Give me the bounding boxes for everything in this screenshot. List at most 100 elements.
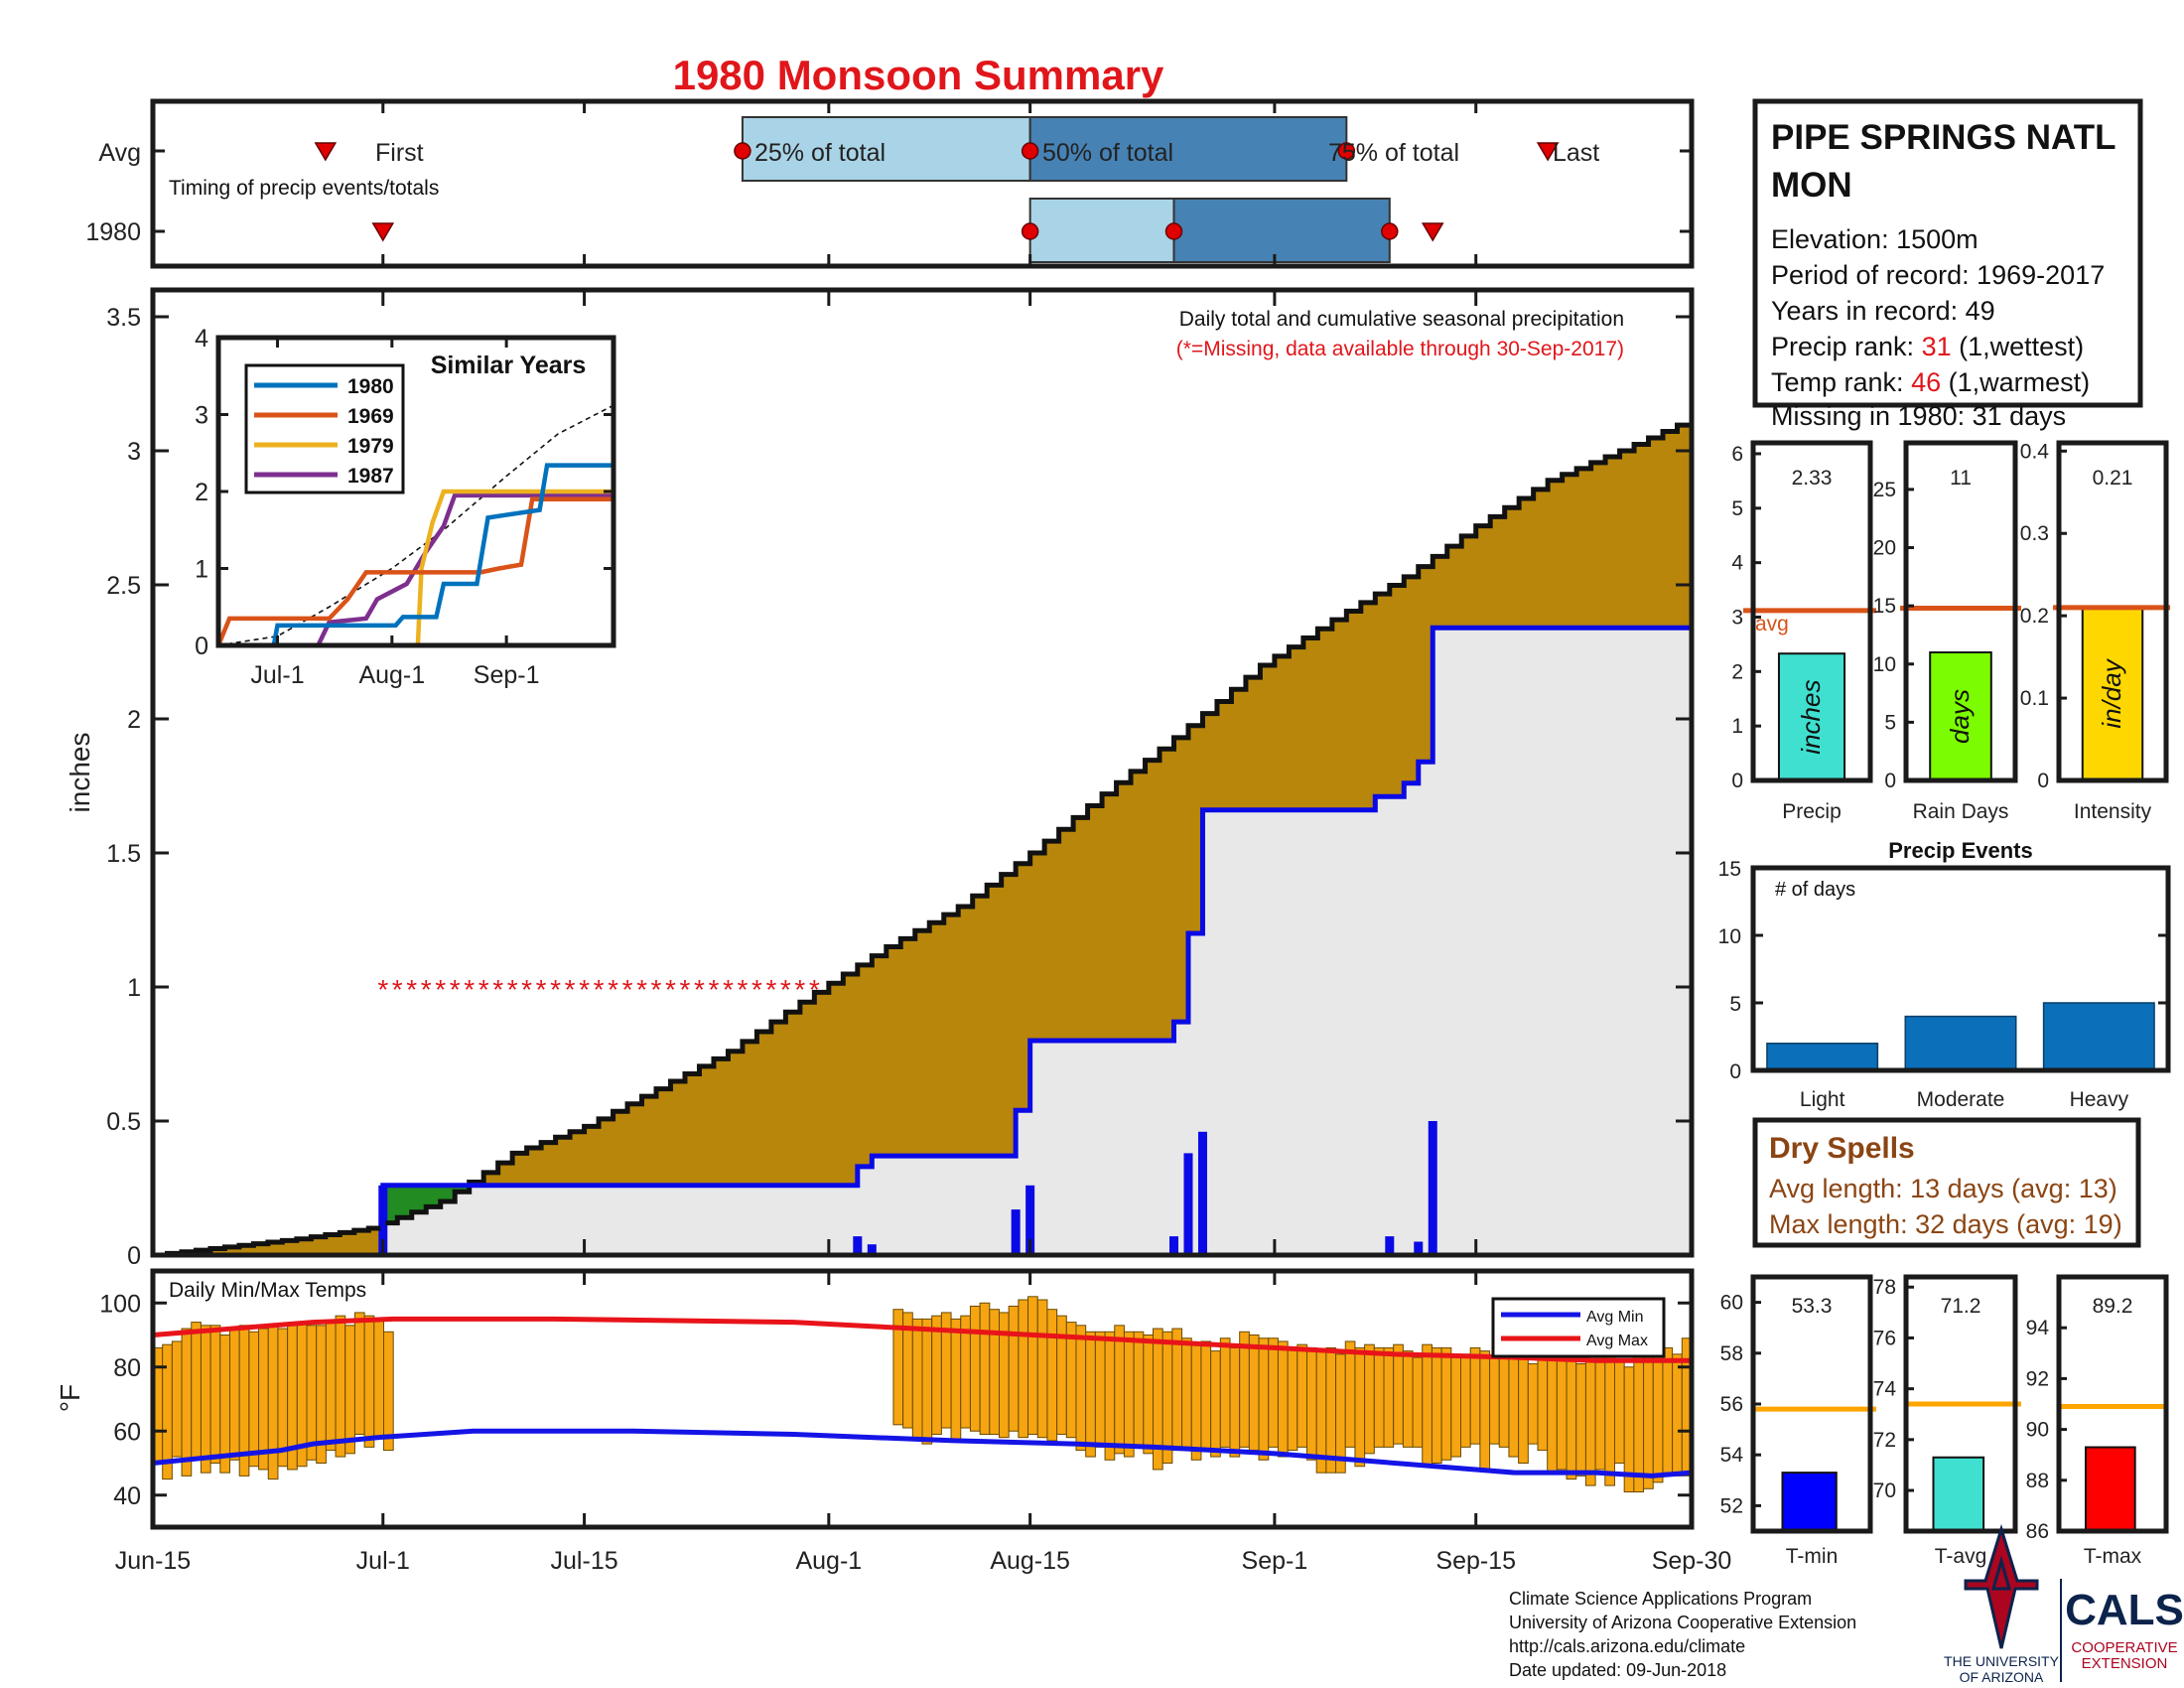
station-years: Years in record: 49 [1771, 296, 1995, 326]
summary-avg-label: avg [1755, 613, 1789, 635]
summary-bars: 0 1 2 3 4 5 6 2.33 Precip inches avg 0 5 10 15 20 25 11 Ra… [1731, 440, 2170, 823]
temp-summary-ytick-label: 76 [1873, 1327, 1896, 1349]
daily-precip-bar [867, 1244, 877, 1255]
summary-frame [1903, 440, 2018, 783]
station-elevation: Elevation: 1500m [1771, 224, 1979, 254]
temp-summary-value: 71.2 [1941, 1295, 1981, 1318]
temp-range-bar [1027, 1296, 1038, 1435]
summary-value: 0.21 [2093, 467, 2133, 490]
timing-p25-marker-y1980 [1021, 222, 1039, 240]
timing-label-first: First [375, 139, 424, 167]
temp-range-bar [1200, 1340, 1212, 1452]
temp-range-bar [1440, 1346, 1452, 1461]
temp-range-bar [1412, 1356, 1424, 1448]
temp-xtick-label: Jul-1 [356, 1547, 410, 1575]
daily-precip-bar [1169, 1236, 1179, 1255]
temp-range-bar [335, 1315, 346, 1458]
temp-range-bar [1143, 1335, 1154, 1455]
temp-range-bar [1277, 1340, 1289, 1458]
temp-range-bar [1085, 1331, 1096, 1458]
summary-ytick-label: 0 [2037, 770, 2049, 792]
footer: Climate Science Applications Program Uni… [1509, 1523, 2184, 1685]
daily-precip-bar [1197, 1131, 1207, 1255]
precip-missing-note: (*=Missing, data available through 30-Se… [1176, 338, 1624, 360]
temp-range-bar [1258, 1337, 1270, 1461]
temp-xtick-label: Sep-1 [1242, 1547, 1308, 1575]
footer-line-3: http://cals.arizona.edu/climate [1509, 1636, 1745, 1656]
similar-ytick-label: 2 [195, 479, 208, 506]
temp-range-bar [1056, 1315, 1067, 1435]
missing-marker: * [594, 974, 605, 1005]
temps-caption: Daily Min/Max Temps [169, 1279, 366, 1302]
temp-range-bar [1460, 1353, 1471, 1448]
temp-range-bar [1325, 1346, 1337, 1474]
temp-range-bar [1450, 1353, 1461, 1458]
temp-xtick-label: Sep-30 [1652, 1547, 1732, 1575]
timing-frame [150, 98, 1695, 269]
temp-range-bar [1584, 1359, 1596, 1486]
avg-cumulative-line [153, 422, 1692, 1258]
temp-summary-ytick-label: 74 [1873, 1378, 1897, 1401]
summary-category: Precip [1782, 800, 1842, 823]
similar-series-1969 [215, 496, 614, 646]
summary-category: Intensity [2074, 800, 2152, 823]
temp-range-bar [1171, 1328, 1183, 1452]
ua-line-2: OF ARIZONA [1960, 1669, 2044, 1685]
events-frame [1750, 865, 2171, 1073]
precip-ytick-label: 0 [127, 1242, 141, 1270]
precip-rank-value: 31 [1922, 332, 1952, 361]
similar-ytick-label: 3 [195, 402, 208, 430]
precip-panel: * * * * * * * * * * * * * * * * * * * * * * * * * * * * * * *00.511.52… [65, 287, 1695, 1270]
temp-summary-frame [1903, 1274, 2018, 1534]
summary-ytick-label: 0.2 [2020, 605, 2049, 628]
event-category-label: Heavy [2070, 1088, 2129, 1111]
temp-range-bar [1161, 1331, 1173, 1465]
similar-legend-label: 1980 [347, 375, 394, 398]
temp-range-bar [1248, 1335, 1260, 1452]
precip-ytick-label: 1.5 [106, 840, 141, 868]
year-cumulative-area [153, 628, 1692, 1255]
temp-ytick-label: 40 [113, 1482, 141, 1510]
missing-marker: * [579, 974, 590, 1005]
station-info: PIPE SPRINGS NATL MON Elevation: 1500m P… [1752, 98, 2143, 431]
timing-box-25-50 [741, 116, 1031, 182]
station-period: Period of record: 1969-2017 [1771, 260, 2105, 290]
missing-marker: * [478, 974, 489, 1005]
temp-range-bar [1614, 1359, 1625, 1465]
missing-marker: * [665, 974, 676, 1005]
temp-range-bar [363, 1315, 375, 1448]
daily-precip-bar [853, 1236, 863, 1255]
temp-range-bar [1306, 1346, 1317, 1461]
dry-spells-max: Max length: 32 days (avg: 19) [1769, 1209, 2122, 1239]
missing-marker: * [492, 974, 503, 1005]
event-bar-heavy [2042, 1002, 2155, 1071]
legend-avg-min: Avg Min [1586, 1309, 1644, 1326]
temp-range-bar [1575, 1363, 1586, 1477]
temps-legend-box [1491, 1297, 1666, 1358]
precip-ytick-label: 3 [127, 438, 141, 466]
temp-range-bar [1393, 1343, 1404, 1445]
similar-years-inset: 0 1 2 3 4 Jul-1 Aug-1 Sep-1 Similar Years 1980 1… [195, 325, 616, 689]
timing-label-last: Last [1553, 139, 1599, 167]
similar-xtick-label: Sep-1 [474, 661, 540, 689]
station-temp-rank: Temp rank: 46 (1,warmest) [1771, 367, 2090, 397]
missing-marker: * [723, 974, 734, 1005]
temp-range-bar [1075, 1325, 1087, 1452]
cals-sub-2: EXTENSION [2082, 1655, 2168, 1672]
temp-summary-category: T-avg [1935, 1545, 1987, 1568]
summary-ytick-label: 0.1 [2020, 687, 2049, 710]
temp-range-bar [1508, 1353, 1520, 1458]
temp-range-bar [219, 1335, 230, 1474]
station-missing: Missing in 1980: 31 days [1771, 401, 2066, 431]
summary-category: Rain Days [1913, 800, 2009, 823]
temp-summary-ytick-label: 70 [1873, 1479, 1896, 1502]
temp-range-bar [248, 1331, 260, 1468]
missing-marker: * [521, 974, 532, 1005]
missing-marker: * [694, 974, 705, 1005]
temp-range-bar [1566, 1346, 1577, 1480]
summary-bar-precip [1777, 652, 1846, 782]
event-category-label: Moderate [1917, 1088, 2005, 1111]
summary-ytick-label: 0 [1884, 770, 1896, 792]
temp-range-bar [1469, 1346, 1481, 1445]
